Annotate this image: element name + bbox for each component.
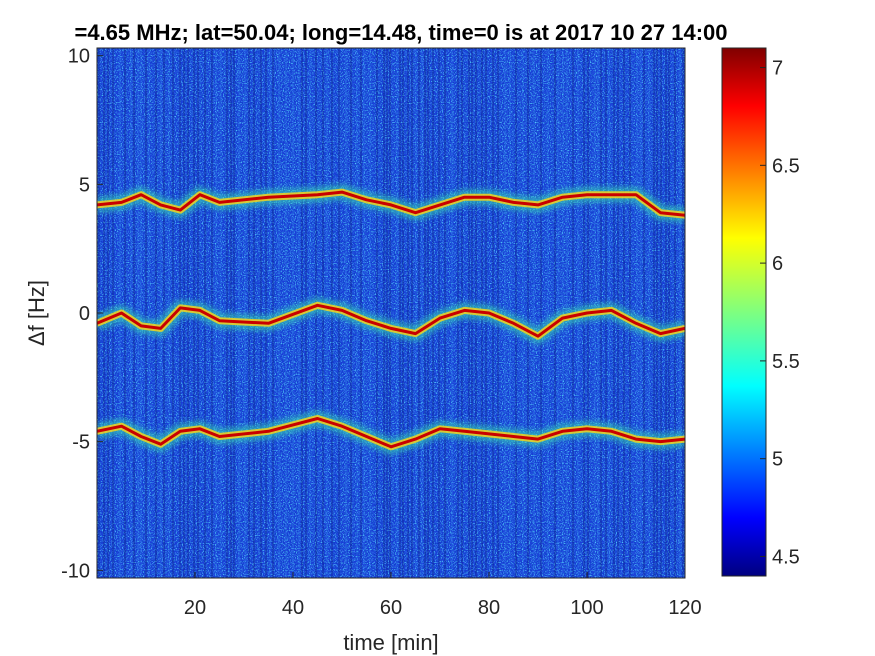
colorbar-tick-label: 5.5 (772, 351, 800, 373)
colorbar-gradient (721, 47, 767, 577)
y-axis-label: Δf [Hz] (24, 280, 49, 346)
colorbar-tick-label: 7 (772, 58, 783, 80)
y-tick-label: -10 (61, 560, 90, 582)
x-tick-label: 80 (478, 597, 500, 619)
y-tick-label: 5 (79, 174, 90, 196)
y-tick-label: 10 (68, 46, 90, 68)
chart-title: =4.65 MHz; lat=50.04; long=14.48, time=0… (74, 20, 727, 45)
y-tick-label: 0 (79, 303, 90, 325)
colorbar-tick-label: 6 (772, 253, 783, 275)
x-tick-label: 100 (570, 597, 603, 619)
trace-line-3 (97, 417, 685, 449)
colorbar-ticks: 7 6.5 6 5.5 5 4.5 (760, 58, 800, 568)
y-axis: 10 5 0 -5 -10 (61, 46, 103, 582)
y-tick-label: -5 (72, 432, 90, 454)
trace-line-2 (97, 303, 685, 338)
x-axis: 20 40 60 80 100 120 (184, 572, 702, 619)
x-tick-label: 20 (184, 597, 206, 619)
x-tick-label: 40 (282, 597, 304, 619)
colorbar: 7 6.5 6 5.5 5 4.5 (721, 47, 800, 577)
plot-area: 20 40 60 80 100 120 10 5 0 -5 -10 (61, 46, 702, 619)
x-tick-label: 120 (668, 597, 701, 619)
trace-line-1 (97, 190, 685, 217)
doppler-traces (97, 184, 685, 455)
x-tick-label: 60 (380, 597, 402, 619)
x-axis-label: time [min] (343, 630, 438, 655)
colorbar-tick-label: 6.5 (772, 155, 800, 177)
colorbar-tick-label: 4.5 (772, 546, 800, 568)
colorbar-tick-label: 5 (772, 449, 783, 471)
